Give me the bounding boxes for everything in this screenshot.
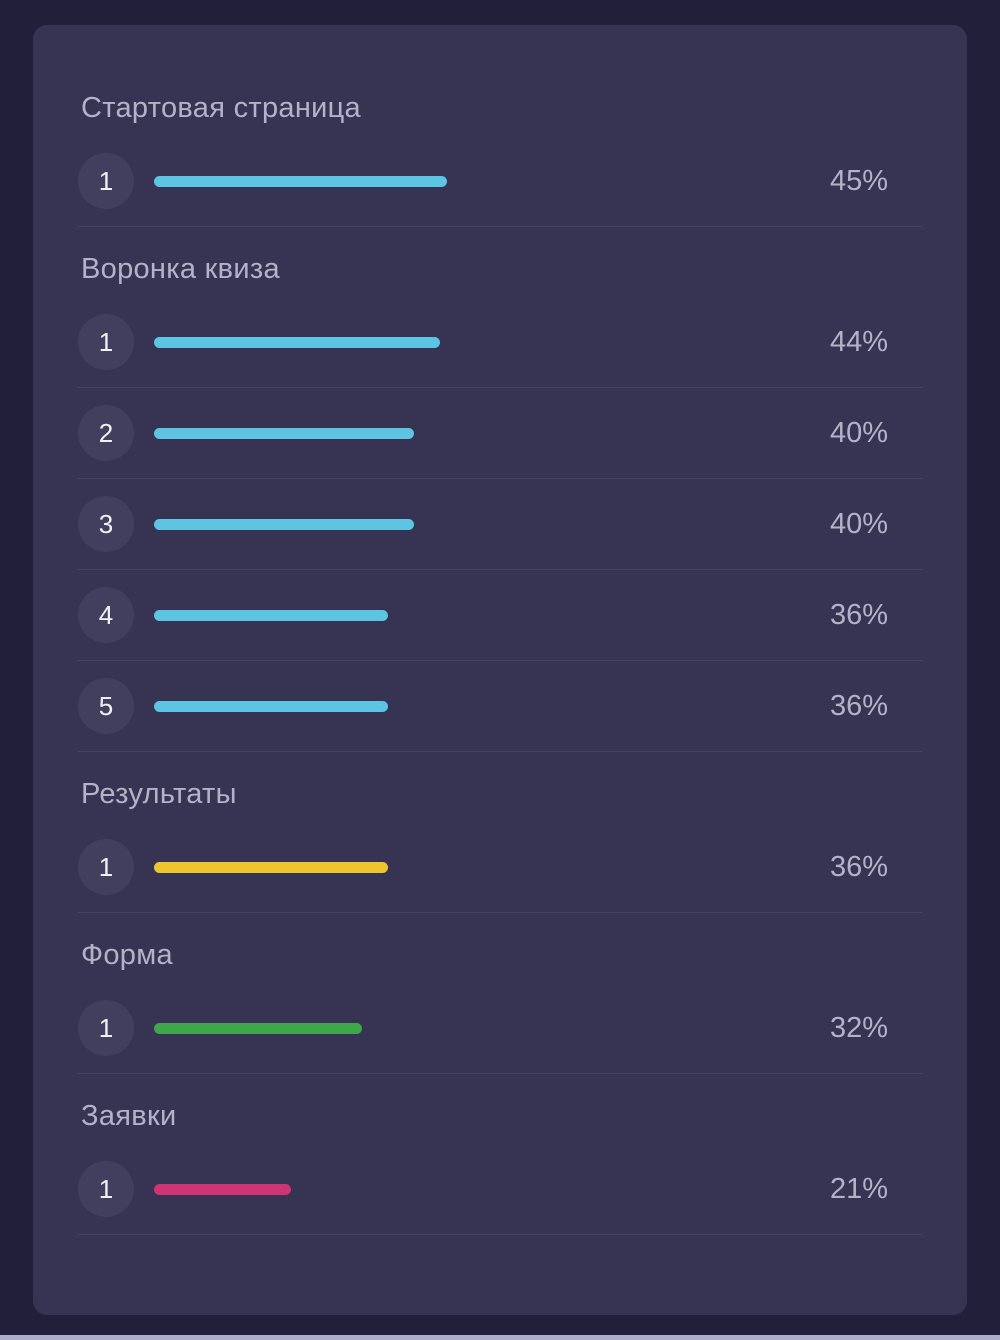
stat-row: 1 21% [78, 1144, 922, 1235]
bar-track [154, 700, 772, 712]
percent-value: 36% [829, 598, 888, 631]
section-title: Заявки [81, 1100, 177, 1132]
funnel-stats-card: Стартовая страница 1 45% Воронка квиза 1… [33, 25, 967, 1315]
percent-bar [154, 609, 388, 621]
percent-bar [154, 1183, 291, 1195]
step-number-badge: 2 [78, 405, 134, 461]
step-number-badge: 1 [78, 1161, 134, 1217]
percent-value: 32% [829, 1011, 888, 1044]
stat-row: 1 36% [78, 822, 922, 913]
funnel-section: Результаты 1 36% [78, 776, 922, 913]
section-title: Форма [81, 939, 173, 971]
percent-bar [154, 518, 414, 530]
percent-bar [154, 1022, 362, 1034]
percent-bar [154, 336, 440, 348]
section-title: Результаты [81, 778, 237, 810]
percent-bar [154, 861, 388, 873]
step-number-badge: 1 [78, 839, 134, 895]
step-number-badge: 1 [78, 1000, 134, 1056]
percent-value: 36% [829, 689, 888, 722]
funnel-section: Воронка квиза 1 44% 2 40% 3 40% 4 36% 5 [78, 251, 922, 752]
bar-track [154, 427, 772, 439]
funnel-section: Заявки 1 21% [78, 1098, 922, 1235]
bar-track [154, 175, 772, 187]
percent-value: 21% [829, 1172, 888, 1205]
stat-row: 2 40% [78, 388, 922, 479]
funnel-section: Форма 1 32% [78, 937, 922, 1074]
section-rows: 1 45% [78, 136, 922, 227]
percent-value: 44% [829, 325, 888, 358]
funnel-section: Стартовая страница 1 45% [78, 90, 922, 227]
stat-row: 1 45% [78, 136, 922, 227]
stat-row: 5 36% [78, 661, 922, 752]
bar-track [154, 861, 772, 873]
section-title: Воронка квиза [81, 253, 280, 285]
step-number-badge: 1 [78, 314, 134, 370]
stat-row: 3 40% [78, 479, 922, 570]
step-number-badge: 1 [78, 153, 134, 209]
step-number-badge: 4 [78, 587, 134, 643]
section-rows: 1 44% 2 40% 3 40% 4 36% 5 36% [78, 297, 922, 752]
section-title: Стартовая страница [81, 92, 361, 124]
section-rows: 1 32% [78, 983, 922, 1074]
step-number-badge: 5 [78, 678, 134, 734]
percent-bar [154, 175, 447, 187]
bar-track [154, 609, 772, 621]
percent-value: 40% [829, 416, 888, 449]
percent-value: 40% [829, 507, 888, 540]
bottom-strip [0, 1335, 1000, 1340]
bar-track [154, 336, 772, 348]
section-rows: 1 21% [78, 1144, 922, 1235]
percent-bar [154, 427, 414, 439]
stat-row: 4 36% [78, 570, 922, 661]
bar-track [154, 518, 772, 530]
bar-track [154, 1022, 772, 1034]
percent-value: 36% [829, 850, 888, 883]
percent-bar [154, 700, 388, 712]
percent-value: 45% [829, 164, 888, 197]
step-number-badge: 3 [78, 496, 134, 552]
section-rows: 1 36% [78, 822, 922, 913]
bar-track [154, 1183, 772, 1195]
stat-row: 1 44% [78, 297, 922, 388]
stat-row: 1 32% [78, 983, 922, 1074]
